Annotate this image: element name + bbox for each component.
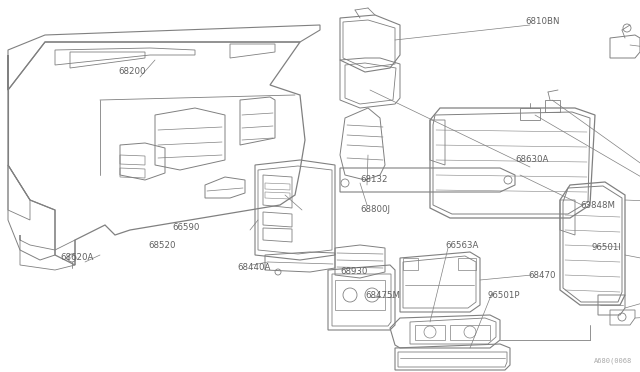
Text: 66590: 66590 [172, 224, 200, 232]
Text: 68630A: 68630A [515, 155, 548, 164]
Text: 96501P: 96501P [488, 291, 520, 299]
Text: 68475M: 68475M [365, 291, 400, 299]
Text: 68620A: 68620A [60, 253, 93, 263]
Text: 68800J: 68800J [360, 205, 390, 215]
Text: A680(0068: A680(0068 [594, 357, 632, 364]
Text: 66563A: 66563A [445, 241, 478, 250]
Text: 68440A: 68440A [237, 263, 270, 273]
Text: 68132: 68132 [360, 176, 387, 185]
Text: 68470: 68470 [528, 270, 556, 279]
Text: 6810BN: 6810BN [525, 17, 559, 26]
Text: 63848M: 63848M [580, 201, 615, 209]
Text: 68520: 68520 [148, 241, 175, 250]
Text: 68930: 68930 [340, 267, 367, 276]
Text: 96501l: 96501l [592, 244, 621, 253]
Text: 68200: 68200 [118, 67, 145, 77]
